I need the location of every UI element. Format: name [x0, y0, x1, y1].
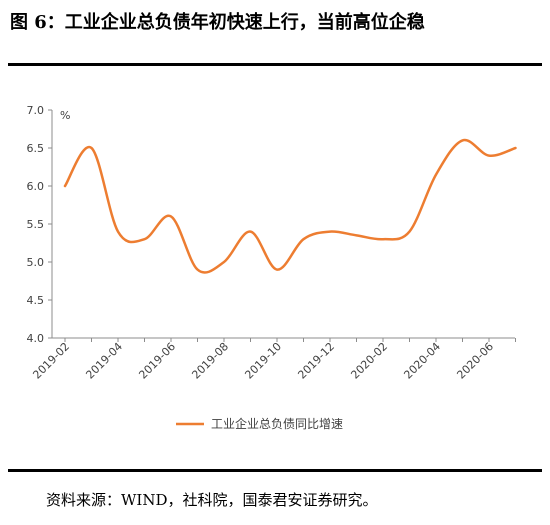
x-tick-label: 2020-04: [401, 340, 443, 382]
top-rule: [8, 63, 542, 66]
x-tick-label: 2019-10: [242, 340, 284, 382]
y-unit-label: %: [60, 109, 70, 122]
y-tick-label: 6.0: [27, 180, 45, 193]
x-tick-label: 2019-12: [295, 340, 337, 382]
legend: 工业企业总负债同比增速: [176, 416, 343, 431]
x-tick-label: 2019-04: [83, 340, 125, 382]
legend-label: 工业企业总负债同比增速: [211, 416, 343, 431]
chart: 4.0 4.5 5.0 5.5 6.0 6.5 7.0 2019-02 2019-04 2019…: [0, 66, 550, 466]
bottom-rule: [8, 469, 542, 472]
x-tick-label: 2019-06: [136, 340, 178, 382]
y-tick-label: 7.0: [27, 104, 45, 117]
x-axis: 2019-02 2019-04 2019-06 2019-08 2019-10 2019-…: [30, 337, 516, 382]
figure-title: 图 6：工业企业总负债年初快速上行，当前高位企稳: [10, 12, 425, 33]
y-axis: 4.0 4.5 5.0 5.5 6.0 6.5 7.0: [27, 104, 53, 345]
x-tick-label: 2020-06: [454, 340, 496, 382]
series-line: [63, 138, 517, 274]
x-tick-label: 2019-08: [189, 340, 231, 382]
y-tick-label: 4.5: [27, 294, 45, 307]
x-tick-label: 2019-02: [30, 340, 72, 382]
y-tick-label: 5.5: [27, 218, 45, 231]
source-note: 资料来源：WIND，社科院，国泰君安证券研究。: [46, 491, 378, 509]
line-chart-svg: 4.04.55.05.56.06.57.0 2019-02 2019-04 2019…: [27, 104, 517, 431]
y-tick-label: 4.0: [27, 332, 45, 345]
y-tick-label: 5.0: [27, 256, 45, 269]
series-layer: [63, 138, 517, 274]
x-tick-label: 2020-02: [348, 340, 390, 382]
y-tick-label: 6.5: [27, 142, 45, 155]
